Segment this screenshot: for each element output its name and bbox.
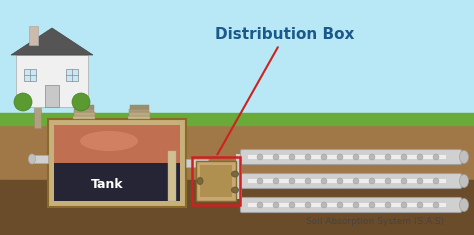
FancyBboxPatch shape [248,203,446,207]
Circle shape [289,154,295,160]
Ellipse shape [459,150,468,164]
Circle shape [289,178,295,184]
FancyBboxPatch shape [66,69,78,81]
Circle shape [353,154,359,160]
Circle shape [433,202,439,208]
Ellipse shape [459,199,468,212]
Circle shape [385,154,391,160]
FancyBboxPatch shape [186,159,208,167]
Text: Tank: Tank [91,179,123,192]
Circle shape [289,202,295,208]
Circle shape [305,154,311,160]
FancyBboxPatch shape [248,155,446,159]
Circle shape [273,202,279,208]
Circle shape [72,93,90,111]
Polygon shape [11,28,93,55]
Circle shape [305,202,311,208]
FancyBboxPatch shape [200,165,232,197]
Circle shape [417,202,423,208]
Circle shape [321,202,327,208]
FancyBboxPatch shape [48,119,186,207]
FancyBboxPatch shape [236,154,242,193]
Text: Distribution Box: Distribution Box [215,27,355,155]
FancyBboxPatch shape [129,105,148,109]
FancyBboxPatch shape [236,187,242,199]
FancyBboxPatch shape [73,115,95,119]
Ellipse shape [80,131,138,151]
Ellipse shape [231,171,238,177]
FancyBboxPatch shape [196,161,236,201]
Circle shape [433,178,439,184]
Circle shape [417,178,423,184]
Circle shape [14,93,32,111]
Ellipse shape [231,187,238,193]
Circle shape [273,178,279,184]
Circle shape [337,178,343,184]
FancyBboxPatch shape [54,163,180,201]
Circle shape [305,178,311,184]
Ellipse shape [28,154,36,164]
FancyBboxPatch shape [54,125,180,163]
FancyBboxPatch shape [248,179,446,183]
Circle shape [401,202,407,208]
Circle shape [273,154,279,160]
Circle shape [369,202,375,208]
FancyBboxPatch shape [34,108,41,128]
Circle shape [321,178,327,184]
Circle shape [417,154,423,160]
FancyBboxPatch shape [240,149,462,164]
Circle shape [337,154,343,160]
FancyBboxPatch shape [128,112,149,115]
Circle shape [257,178,263,184]
FancyBboxPatch shape [74,109,94,112]
FancyBboxPatch shape [129,109,149,112]
FancyBboxPatch shape [236,171,242,184]
Circle shape [337,202,343,208]
Circle shape [433,154,439,160]
FancyBboxPatch shape [24,69,36,81]
Ellipse shape [197,177,203,184]
Circle shape [385,202,391,208]
Circle shape [353,202,359,208]
Circle shape [321,154,327,160]
Circle shape [353,178,359,184]
Circle shape [369,178,375,184]
Circle shape [257,202,263,208]
Ellipse shape [459,175,468,188]
Circle shape [385,178,391,184]
Circle shape [401,154,407,160]
FancyBboxPatch shape [45,85,59,107]
FancyBboxPatch shape [29,26,38,45]
FancyBboxPatch shape [128,115,150,119]
FancyBboxPatch shape [74,105,93,109]
FancyBboxPatch shape [168,151,176,201]
FancyBboxPatch shape [16,55,88,107]
Circle shape [257,154,263,160]
FancyBboxPatch shape [73,112,94,115]
Circle shape [369,154,375,160]
Text: Soil Absorption System (S.A.S): Soil Absorption System (S.A.S) [306,216,444,226]
FancyBboxPatch shape [32,155,48,163]
Circle shape [401,178,407,184]
FancyBboxPatch shape [240,173,462,188]
FancyBboxPatch shape [240,197,462,212]
